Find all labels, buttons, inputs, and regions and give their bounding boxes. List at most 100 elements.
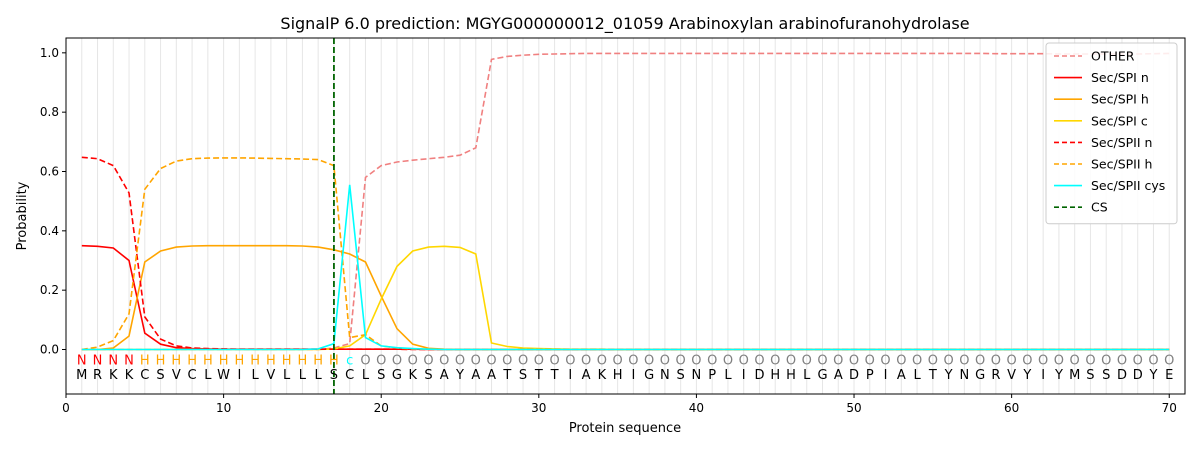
residue-label: L (913, 368, 921, 383)
region-label: O (1164, 353, 1174, 368)
residue-label: H (786, 368, 796, 383)
residue-label: L (204, 368, 212, 383)
y-tick-label: 0.4 (40, 224, 59, 238)
series-line-other (81, 52, 1170, 351)
region-label: O (644, 353, 654, 368)
residue-label: V (1007, 368, 1016, 383)
region-label: O (1007, 353, 1017, 368)
x-tick-label: 40 (689, 401, 704, 415)
region-label: O (723, 353, 733, 368)
residue-label: V (266, 368, 275, 383)
residue-label: H (770, 368, 780, 383)
legend-label: Sec/SPI c (1091, 113, 1148, 128)
residue-label: K (598, 368, 607, 383)
y-tick-label: 0.2 (40, 283, 59, 297)
residue-label: N (692, 368, 702, 383)
region-label: O (770, 353, 780, 368)
residue-label: L (252, 368, 260, 383)
region-label: H (156, 353, 166, 368)
residue-label: S (519, 368, 527, 383)
region-label: O (739, 353, 749, 368)
series-line-sec-spii-h (81, 157, 1170, 351)
residue-label: R (93, 368, 102, 383)
residue-label: T (534, 368, 543, 383)
residue-label: I (742, 368, 746, 383)
residue-label: I (1041, 368, 1045, 383)
residue-label: L (803, 368, 811, 383)
legend-label: Sec/SPI h (1091, 92, 1149, 107)
residue-label: S (156, 368, 164, 383)
residue-label: Y (944, 368, 953, 383)
residue-label: D (1133, 368, 1143, 383)
y-axis: 0.0 0.2 0.4 0.6 0.8 1.0 (40, 46, 66, 357)
region-label: H (329, 353, 339, 368)
residue-label: D (754, 368, 764, 383)
region-label: O (408, 353, 418, 368)
region-label: O (754, 353, 764, 368)
y-tick-label: 1.0 (40, 46, 59, 60)
residue-label: E (1165, 368, 1173, 383)
residue-label: L (283, 368, 291, 383)
region-label: O (360, 353, 370, 368)
residue-label: P (866, 368, 874, 383)
region-label: O (691, 353, 701, 368)
region-label: N (124, 353, 134, 368)
residue-label: G (644, 368, 654, 383)
x-tick-label: 0 (62, 401, 70, 415)
chart-title: SignalP 6.0 prediction: MGYG000000012_01… (280, 14, 969, 34)
region-label: O (849, 353, 859, 368)
legend-label: Sec/SPI n (1091, 70, 1149, 85)
residue-label: M (1069, 368, 1080, 383)
residue-label: T (928, 368, 937, 383)
residue-label: K (125, 368, 134, 383)
region-label: H (171, 353, 181, 368)
residue-label: A (897, 368, 906, 383)
region-label: O (1133, 353, 1143, 368)
region-label: O (959, 353, 969, 368)
region-label: c (346, 353, 353, 368)
region-label: N (77, 353, 87, 368)
residue-label: L (299, 368, 307, 383)
residue-label: P (708, 368, 716, 383)
residue-label: A (582, 368, 591, 383)
series-line-sec-spii-cys (81, 184, 1170, 351)
x-tick-label: 30 (531, 401, 546, 415)
region-label: O (912, 353, 922, 368)
legend-label: Sec/SPII n (1091, 135, 1152, 150)
region-label: H (187, 353, 197, 368)
residue-label: L (362, 368, 370, 383)
region-label: O (707, 353, 717, 368)
region-label: O (486, 353, 496, 368)
residue-label: S (1102, 368, 1110, 383)
region-label: O (439, 353, 449, 368)
region-label: O (518, 353, 528, 368)
residue-label: N (959, 368, 969, 383)
region-label: O (1054, 353, 1064, 368)
series-line-sec-spii-n (81, 156, 1170, 351)
residue-label: Y (1022, 368, 1031, 383)
region-label: O (1148, 353, 1158, 368)
residue-label: G (392, 368, 402, 383)
residue-label: A (487, 368, 496, 383)
residue-label: C (140, 368, 149, 383)
region-label: O (502, 353, 512, 368)
residue-label: A (834, 368, 843, 383)
region-label: O (471, 353, 481, 368)
region-label: O (597, 353, 607, 368)
residue-label: Y (455, 368, 464, 383)
residue-label: A (471, 368, 480, 383)
region-label: O (1117, 353, 1127, 368)
plot-area (81, 38, 1170, 394)
grid-lines (81, 38, 1170, 394)
region-label: O (676, 353, 686, 368)
residue-label: N (660, 368, 670, 383)
y-tick-label: 0.6 (40, 165, 59, 179)
region-label: O (581, 353, 591, 368)
region-label: O (975, 353, 985, 368)
region-label: O (613, 353, 623, 368)
x-tick-label: 20 (374, 401, 389, 415)
residue-label: W (217, 368, 230, 383)
residue-label: C (188, 368, 197, 383)
x-axis: 0 10 20 30 40 50 60 70 (62, 394, 1177, 415)
